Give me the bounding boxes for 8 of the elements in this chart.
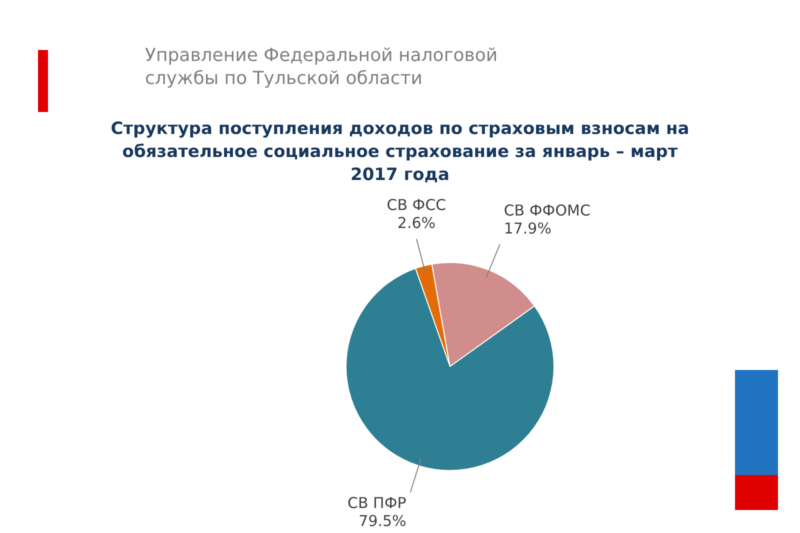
data-label: 2.6% [397,214,436,232]
chart-title: Структура поступления доходов по страховым взносам на обязательное социальное страхование за январь – март 2017 года [110,118,690,187]
data-label: 17.9% [504,220,552,238]
slice-label: СВ ФФОМС [504,202,590,220]
text: Управление Федеральной налоговой службы по Тульской области [145,44,499,90]
data-label: 79.5% [358,512,406,530]
slice-label: СВ ФСС [386,196,446,214]
slice-label: СВ ПФР [348,494,406,512]
